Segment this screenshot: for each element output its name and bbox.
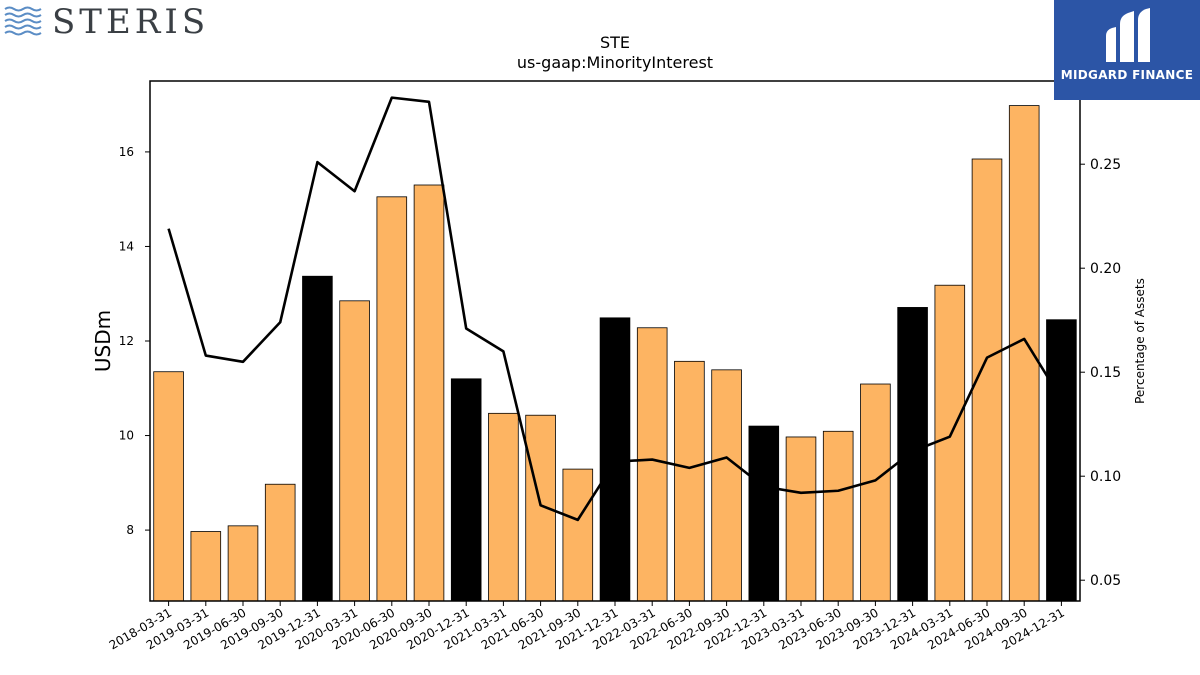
bar: [599, 317, 631, 602]
publisher-mark-icon: [1106, 8, 1150, 62]
y-axis-label: USDm: [91, 310, 115, 372]
bar: [748, 425, 780, 602]
bar: [264, 483, 296, 602]
y-tick-label: 10: [119, 429, 134, 443]
company-logo: STERIS: [4, 2, 210, 42]
bar: [450, 378, 482, 602]
bar: [860, 383, 891, 602]
bar: [822, 430, 854, 602]
bar: [339, 300, 370, 602]
bar: [897, 307, 928, 602]
y-tick-label: 16: [119, 145, 134, 159]
y2-tick-label: 0.15: [1090, 365, 1121, 381]
bar: [376, 196, 408, 602]
y-tick-label: 12: [119, 334, 134, 348]
series-line: [167, 96, 1063, 522]
bar: [190, 531, 222, 602]
y2-tick-label: 0.20: [1090, 261, 1121, 277]
bar: [488, 412, 519, 602]
y2-tick-label: 0.10: [1090, 469, 1121, 485]
bar: [636, 327, 668, 602]
y2-axis-label: Percentage of Assets: [1133, 278, 1147, 404]
bar: [1046, 319, 1077, 602]
bar: [1008, 105, 1040, 602]
bar: [674, 360, 705, 602]
chart-title: STE: [599, 33, 631, 52]
y-tick-label: 14: [119, 239, 134, 253]
chart-subtitle: us-gaap:MinorityInterest: [516, 53, 714, 72]
company-logo-text: STERIS: [52, 2, 210, 42]
bar: [934, 284, 966, 602]
bar: [413, 184, 445, 602]
publisher-name: MIDGARD FINANCE: [1060, 68, 1194, 82]
bar: [785, 436, 817, 602]
bar: [562, 468, 594, 602]
bar: [711, 369, 742, 602]
bar: [227, 525, 259, 602]
y-tick-label: 8: [126, 523, 134, 537]
y2-tick-label: 0.05: [1090, 573, 1121, 589]
bar: [302, 275, 333, 602]
wave-logo-icon: [4, 6, 42, 36]
y2-tick-label: 0.25: [1090, 157, 1121, 173]
publisher-logo: MIDGARD FINANCE: [1054, 0, 1200, 100]
bar: [153, 371, 184, 602]
